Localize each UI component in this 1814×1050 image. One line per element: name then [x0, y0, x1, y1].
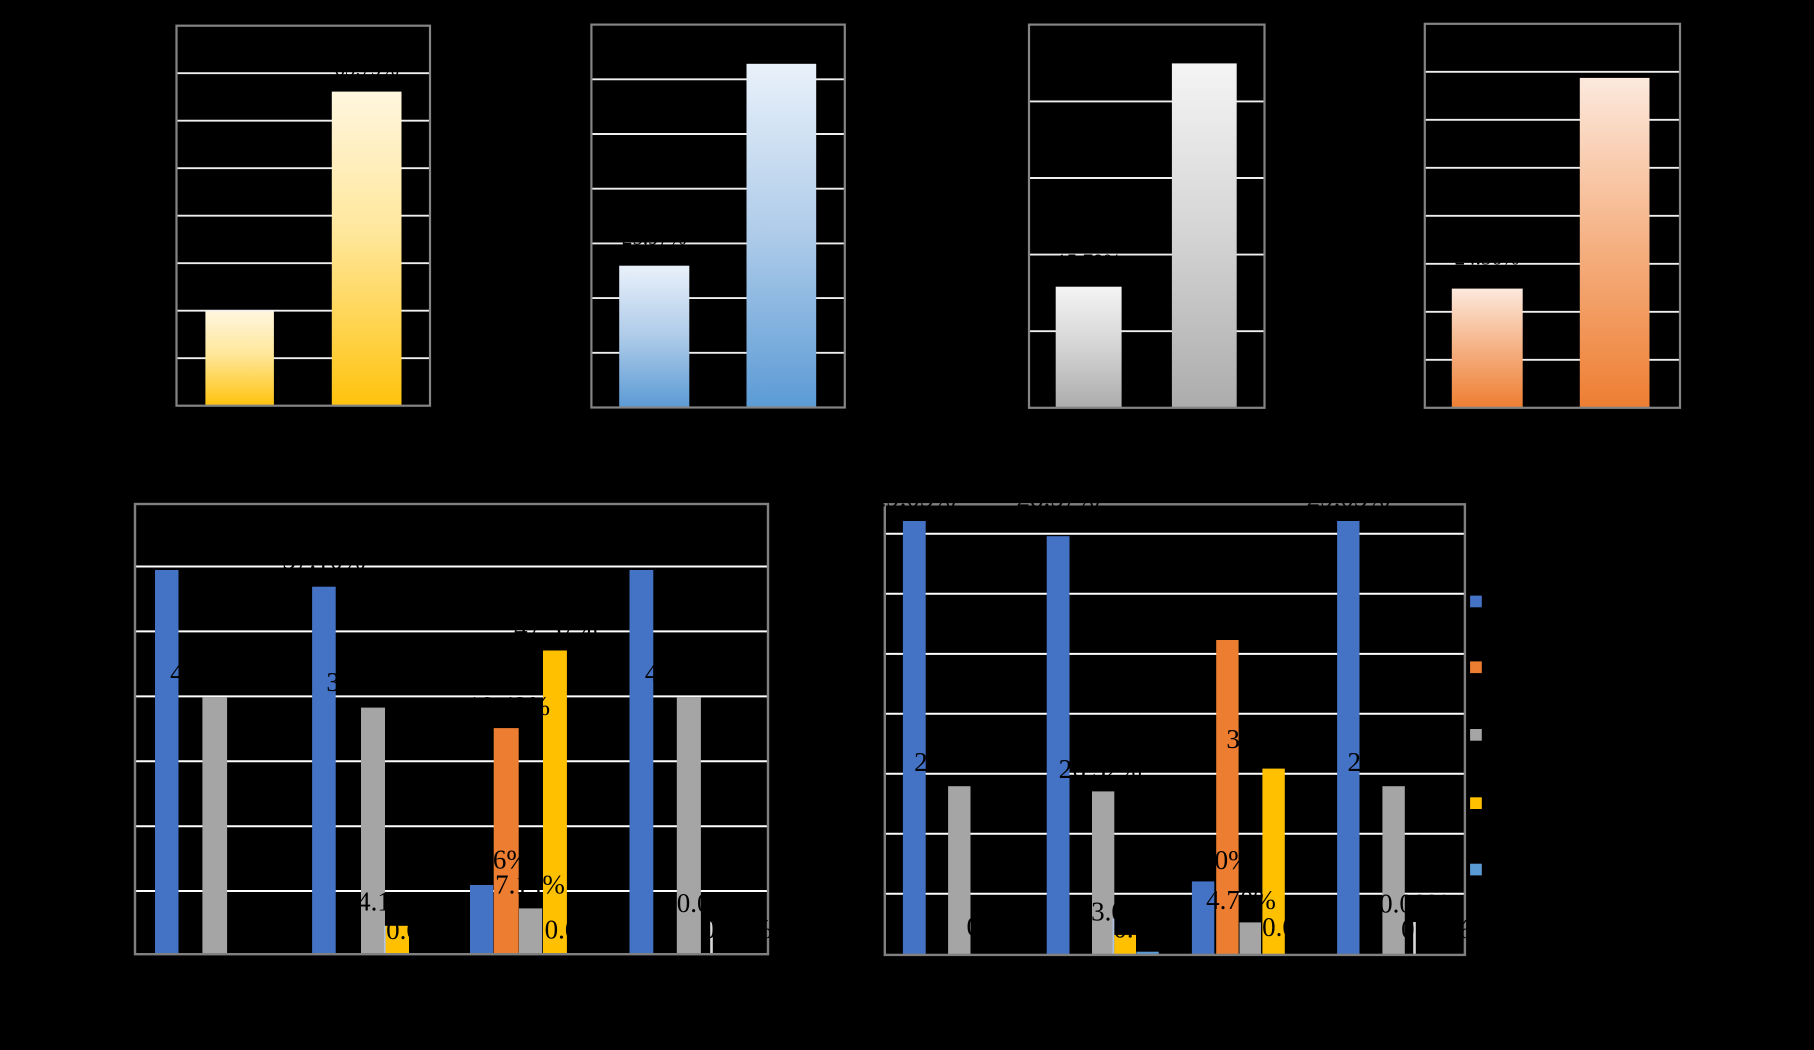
- svg-text:29.03%: 29.03%: [873, 483, 956, 513]
- svg-text:0.00%: 0.00%: [1113, 913, 1183, 943]
- svg-text:26.32%: 26.32%: [1347, 747, 1430, 777]
- svg-text:44.74%: 44.74%: [645, 658, 728, 688]
- svg-text:44.74%: 44.74%: [170, 658, 253, 688]
- svg-text:47.37%: 47.37%: [514, 613, 597, 643]
- svg-text:26.32%: 26.32%: [914, 747, 997, 777]
- svg-text:28.57%: 28.57%: [1016, 483, 1099, 513]
- svg-text:26.32%: 26.32%: [1059, 754, 1142, 784]
- svg-text:37.10%: 37.10%: [282, 545, 365, 575]
- svg-text:65.79%: 65.79%: [334, 57, 399, 81]
- svg-text:0.00%: 0.00%: [386, 915, 456, 945]
- svg-text:0.00%: 0.00%: [1401, 914, 1471, 944]
- svg-text:29.03%: 29.03%: [1307, 483, 1390, 513]
- svg-text:0.00%: 0.00%: [1262, 912, 1332, 942]
- svg-text:0.00%: 0.00%: [703, 914, 773, 944]
- svg-text:34.15%: 34.15%: [326, 667, 409, 697]
- svg-text:15.79%: 15.79%: [1056, 249, 1121, 273]
- svg-text:0.00%: 0.00%: [677, 888, 747, 918]
- svg-text:18.42%: 18.42%: [467, 691, 550, 721]
- svg-text:5.26%: 5.26%: [459, 845, 529, 875]
- svg-text:0.00%: 0.00%: [1379, 888, 1449, 918]
- svg-text:0.00%: 0.00%: [545, 915, 615, 945]
- svg-text:7.14%: 7.14%: [495, 870, 565, 900]
- svg-text:25.97%: 25.97%: [622, 225, 687, 249]
- svg-text:12.90%: 12.90%: [1167, 845, 1250, 875]
- svg-text:3.03%: 3.03%: [1091, 896, 1161, 926]
- svg-text:0.00%: 0.00%: [967, 912, 1037, 942]
- svg-text:30.30%: 30.30%: [1226, 724, 1309, 754]
- svg-text:24.56%: 24.56%: [1455, 246, 1520, 270]
- svg-text:4.70%: 4.70%: [1206, 885, 1276, 915]
- svg-text:4.17%: 4.17%: [357, 886, 427, 916]
